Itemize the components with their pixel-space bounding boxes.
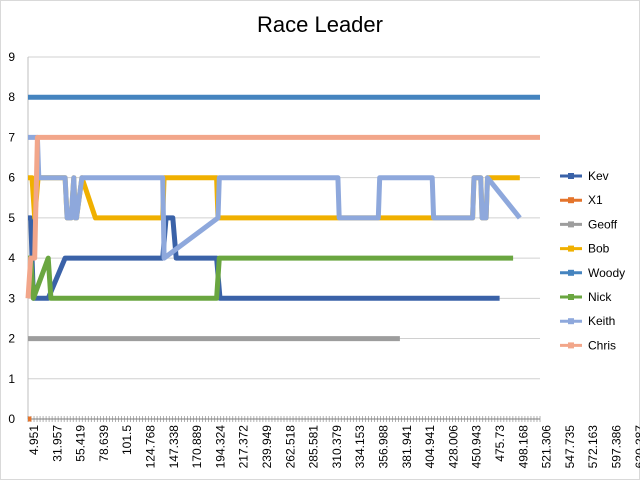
- x-tick-label: 572.163: [586, 425, 600, 469]
- x-tick-label: 101.5: [120, 425, 134, 455]
- y-tick-label: 8: [8, 90, 15, 104]
- x-tick-label: 381.941: [400, 425, 414, 469]
- x-tick-label: 521.306: [540, 425, 554, 469]
- y-tick-label: 7: [8, 130, 15, 144]
- x-tick-label: 31.957: [50, 425, 64, 462]
- legend-label-geoff: Geoff: [588, 217, 618, 231]
- x-tick-label: 78.639: [97, 425, 111, 462]
- y-tick-label: 4: [8, 251, 15, 265]
- x-tick-label: 334.153: [353, 425, 367, 469]
- legend-marker-x1: [568, 197, 574, 204]
- x-tick-label: 147.338: [167, 425, 181, 469]
- x-tick-label: 620.287: [633, 425, 640, 469]
- x-tick-label: 450.943: [470, 425, 484, 469]
- legend-marker-kev: [568, 173, 574, 179]
- legend-label-nick: Nick: [588, 290, 612, 304]
- legend-marker-woody: [568, 269, 574, 276]
- x-tick-label: 217.372: [237, 425, 251, 469]
- series-line-keith: [28, 134, 522, 261]
- x-tick-label: 170.889: [190, 425, 204, 469]
- legend-label-x1: X1: [588, 193, 603, 207]
- legend-label-keith: Keith: [588, 314, 615, 328]
- x-tick-label: 124.768: [144, 425, 158, 469]
- x-tick-label: 285.581: [307, 425, 321, 469]
- y-tick-label: 9: [8, 50, 15, 64]
- chart-title: Race Leader: [257, 12, 383, 37]
- legend-marker-geoff: [568, 221, 574, 228]
- y-tick-label: 0: [8, 412, 15, 426]
- x-tick-label: 597.386: [610, 425, 624, 469]
- y-tick-label: 2: [8, 332, 15, 346]
- y-tick-label: 5: [8, 211, 15, 225]
- legend-marker-keith: [568, 318, 574, 325]
- series-line-bob: [28, 175, 520, 221]
- legend-label-woody: Woody: [588, 266, 625, 280]
- series-line-chris: [25, 134, 540, 299]
- legend-marker-bob: [568, 245, 574, 252]
- x-tick-label: 262.518: [283, 425, 297, 469]
- x-tick-label: 239.949: [260, 425, 274, 469]
- x-tick-label: 547.735: [563, 425, 577, 469]
- legend-marker-nick: [568, 294, 574, 300]
- x-tick-label: 498.168: [516, 425, 530, 469]
- x-tick-label: 55.419: [74, 425, 88, 462]
- legend-label-chris: Chris: [588, 338, 616, 352]
- legend-label-kev: Kev: [588, 169, 609, 183]
- legend-marker-chris: [568, 342, 574, 349]
- x-tick-label: 404.941: [423, 425, 437, 469]
- x-tick-label: 4.951: [27, 425, 41, 455]
- x-tick-label: 310.379: [330, 425, 344, 469]
- legend-label-bob: Bob: [588, 242, 610, 256]
- y-tick-label: 3: [8, 291, 15, 305]
- series-line-nick: [28, 255, 514, 301]
- x-tick-label: 475.73: [493, 425, 507, 462]
- x-tick-label: 356.988: [377, 425, 391, 469]
- y-tick-label: 1: [8, 372, 15, 386]
- x-tick-label: 428.006: [446, 425, 460, 469]
- y-tick-label: 6: [8, 171, 15, 185]
- x-tick-label: 194.324: [213, 425, 227, 469]
